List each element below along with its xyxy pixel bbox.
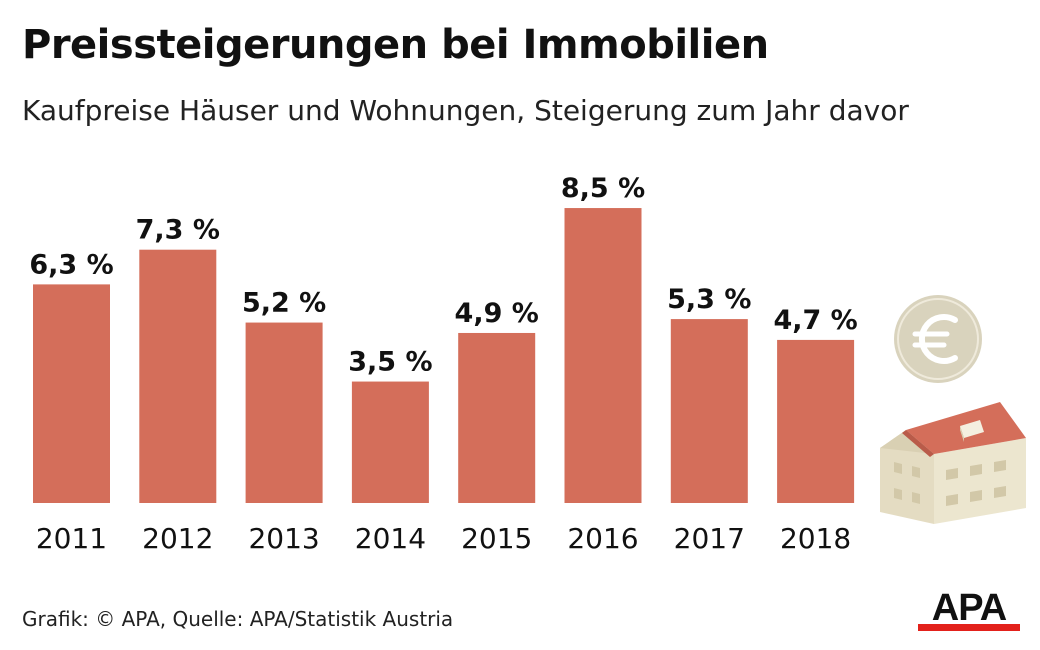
value-label-2013: 5,2 % (242, 288, 326, 319)
category-label-2017: 2017 (674, 522, 745, 555)
bar-2014 (351, 381, 429, 503)
value-label-2017: 5,3 % (667, 284, 751, 315)
house-icon (880, 402, 1026, 524)
bar-2012 (139, 249, 217, 503)
value-label-2016: 8,5 % (561, 173, 645, 204)
category-label-2016: 2016 (567, 522, 638, 555)
bar-2016 (564, 208, 642, 504)
value-label-2018: 4,7 % (773, 305, 857, 336)
apa-logo: APA (918, 587, 1020, 631)
category-label-2013: 2013 (248, 522, 319, 555)
category-label-2012: 2012 (142, 522, 213, 555)
source-credit: Grafik: © APA, Quelle: APA/Statistik Aus… (22, 607, 454, 631)
value-label-2011: 6,3 % (29, 249, 113, 280)
bar-2013 (245, 322, 323, 503)
bar-2018 (777, 339, 855, 503)
bars-layer: 6,3 % 2011 7,3 % 2012 5,2 % 2013 3,5 % 2014 4,9 … (29, 173, 857, 555)
chart-title: Preissteigerungen bei Immobilien (22, 22, 769, 68)
euro-coin-icon (894, 295, 982, 383)
bar-2011 (33, 284, 110, 503)
category-label-2015: 2015 (461, 522, 532, 555)
svg-text:APA: APA (932, 587, 1007, 629)
value-label-2015: 4,9 % (455, 298, 539, 329)
category-label-2011: 2011 (36, 522, 107, 555)
bar-2017 (670, 319, 748, 503)
category-label-2018: 2018 (780, 522, 851, 555)
value-label-2014: 3,5 % (348, 347, 432, 378)
category-label-2014: 2014 (355, 522, 426, 555)
value-label-2012: 7,3 % (136, 215, 220, 246)
chart-subtitle: Kaufpreise Häuser und Wohnungen, Steiger… (22, 94, 909, 127)
bar-2015 (458, 332, 536, 503)
